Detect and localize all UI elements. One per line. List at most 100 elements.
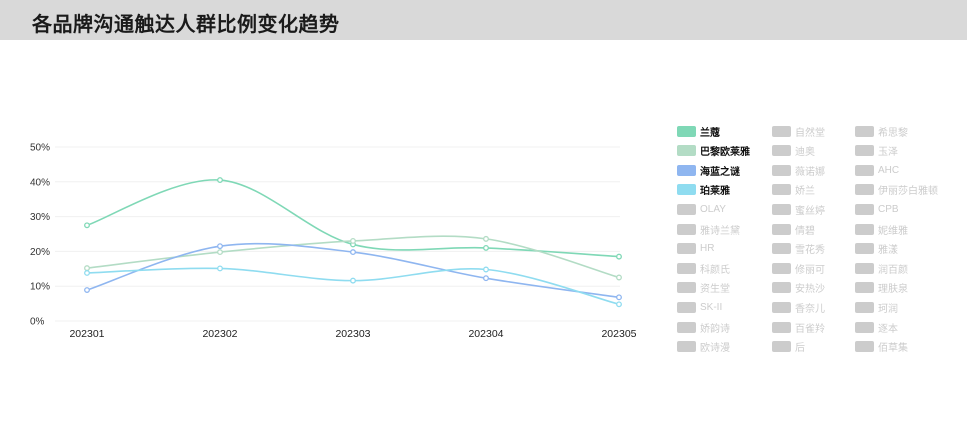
legend-item[interactable]: 雅漾 bbox=[855, 242, 898, 256]
legend-swatch bbox=[855, 184, 874, 196]
legend-item[interactable]: 娇兰 bbox=[772, 183, 815, 197]
legend-swatch bbox=[772, 262, 791, 274]
legend-label: 自然堂 bbox=[795, 127, 825, 139]
legend-item[interactable]: 理肤泉 bbox=[855, 281, 908, 295]
x-tick-label: 202301 bbox=[69, 328, 104, 340]
legend-item[interactable]: 珂润 bbox=[855, 300, 898, 315]
legend-item[interactable]: 迪奥 bbox=[772, 144, 815, 158]
legend-label: HR bbox=[700, 243, 715, 255]
legend-swatch bbox=[772, 223, 791, 235]
legend-item[interactable]: 玉泽 bbox=[855, 144, 898, 158]
legend-item[interactable]: 伊丽莎白雅顿 bbox=[855, 183, 938, 197]
legend-label: 希思黎 bbox=[878, 127, 908, 139]
legend-label: CPB bbox=[878, 203, 899, 215]
legend-label: 倩碧 bbox=[795, 225, 815, 237]
data-point bbox=[84, 270, 90, 276]
legend-label: 蜜丝婷 bbox=[795, 205, 825, 217]
legend-label: 雅诗兰黛 bbox=[700, 225, 740, 237]
legend-item[interactable]: SK-II bbox=[677, 300, 722, 314]
legend-item[interactable]: 佰草集 bbox=[855, 340, 908, 354]
chart-legend: 兰蔻 自然堂 希思黎巴黎欧莱雅 迪奥 玉泽海蓝之谜 薇诺娜 AHC 珀莱雅 娇兰 伊丽莎白雅顿 OL… bbox=[677, 124, 967, 364]
legend-label: 科颜氏 bbox=[700, 264, 730, 276]
legend-label: 珂润 bbox=[878, 303, 898, 315]
legend-item[interactable]: HR bbox=[677, 242, 714, 256]
legend-label: 珀莱雅 bbox=[700, 186, 730, 198]
legend-item[interactable]: 倩碧 bbox=[772, 222, 815, 237]
legend-swatch bbox=[677, 282, 696, 294]
legend-swatch bbox=[772, 203, 791, 215]
legend-item[interactable]: 逐本 bbox=[855, 320, 898, 335]
legend-item[interactable]: 后 bbox=[772, 340, 805, 354]
legend-item[interactable]: 海蓝之谜 bbox=[677, 163, 740, 178]
legend-item[interactable]: 科颜氏 bbox=[677, 261, 730, 276]
legend-item[interactable]: 百雀羚 bbox=[772, 320, 825, 335]
legend-label: 薇诺娜 bbox=[795, 166, 825, 178]
header-bar: 各品牌沟通触达人群比例变化趋势 bbox=[0, 0, 967, 40]
data-point bbox=[616, 294, 622, 301]
legend-label: 伊丽莎白雅顿 bbox=[878, 186, 938, 198]
legend-swatch bbox=[855, 243, 874, 255]
legend-item[interactable]: 资生堂 bbox=[677, 281, 730, 295]
legend-swatch bbox=[772, 341, 791, 353]
legend-label: 妮维雅 bbox=[878, 225, 908, 237]
legend-item[interactable]: AHC bbox=[855, 163, 899, 177]
legend-swatch bbox=[677, 203, 696, 215]
y-tick-label: 0% bbox=[30, 317, 45, 328]
legend-item[interactable]: 娇韵诗 bbox=[677, 320, 730, 335]
legend-swatch bbox=[855, 341, 874, 353]
legend-item[interactable]: 修丽可 bbox=[772, 261, 825, 276]
legend-item[interactable]: OLAY bbox=[677, 202, 726, 216]
data-point bbox=[350, 249, 356, 256]
legend-swatch bbox=[772, 282, 791, 294]
legend-swatch bbox=[677, 321, 696, 333]
data-point bbox=[483, 235, 489, 242]
legend-item[interactable]: 自然堂 bbox=[772, 124, 825, 139]
x-tick-label: 202304 bbox=[468, 328, 503, 340]
legend-item[interactable]: 润百颜 bbox=[855, 261, 908, 276]
y-tick-label: 30% bbox=[30, 212, 50, 223]
legend-swatch bbox=[772, 301, 791, 313]
legend-item[interactable]: 欧诗漫 bbox=[677, 340, 730, 354]
legend-swatch bbox=[677, 262, 696, 274]
legend-swatch bbox=[855, 223, 874, 235]
legend-item[interactable]: 珀莱雅 bbox=[677, 183, 730, 197]
legend-label: 后 bbox=[795, 343, 805, 355]
data-point bbox=[217, 265, 223, 272]
legend-swatch bbox=[772, 243, 791, 255]
legend-swatch bbox=[677, 301, 696, 313]
legend-label: 迪奥 bbox=[795, 147, 815, 159]
x-tick-label: 202303 bbox=[335, 328, 370, 340]
legend-item[interactable]: 薇诺娜 bbox=[772, 163, 825, 178]
legend-swatch bbox=[677, 341, 696, 353]
legend-item[interactable]: 蜜丝婷 bbox=[772, 202, 825, 217]
legend-item[interactable]: CPB bbox=[855, 202, 899, 216]
legend-item[interactable]: 雪花秀 bbox=[772, 242, 825, 256]
legend-item[interactable]: 雅诗兰黛 bbox=[677, 222, 740, 237]
legend-swatch bbox=[855, 164, 874, 176]
legend-item[interactable]: 安热沙 bbox=[772, 281, 825, 295]
legend-label: 玉泽 bbox=[878, 147, 898, 159]
legend-item[interactable]: 妮维雅 bbox=[855, 222, 908, 237]
data-point bbox=[350, 277, 356, 284]
legend-item[interactable]: 香奈儿 bbox=[772, 300, 825, 315]
legend-item[interactable]: 希思黎 bbox=[855, 124, 908, 139]
legend-swatch bbox=[772, 125, 791, 137]
legend-swatch bbox=[677, 184, 696, 196]
data-point bbox=[350, 238, 356, 244]
legend-label: 雅漾 bbox=[878, 245, 898, 257]
legend-swatch bbox=[772, 321, 791, 333]
legend-label: OLAY bbox=[700, 203, 726, 215]
legend-swatch bbox=[855, 262, 874, 274]
legend-label: 修丽可 bbox=[795, 264, 825, 276]
legend-label: 海蓝之谜 bbox=[700, 166, 740, 178]
legend-label: 巴黎欧莱雅 bbox=[700, 147, 750, 159]
legend-item[interactable]: 巴黎欧莱雅 bbox=[677, 144, 750, 158]
legend-label: AHC bbox=[878, 164, 900, 176]
page-title: 各品牌沟通触达人群比例变化趋势 bbox=[32, 14, 340, 36]
legend-swatch bbox=[677, 125, 696, 137]
legend-label: 娇韵诗 bbox=[700, 323, 730, 335]
legend-item[interactable]: 兰蔻 bbox=[677, 124, 720, 139]
legend-label: 雪花秀 bbox=[795, 245, 825, 257]
legend-swatch bbox=[677, 243, 696, 255]
data-point bbox=[483, 266, 489, 273]
